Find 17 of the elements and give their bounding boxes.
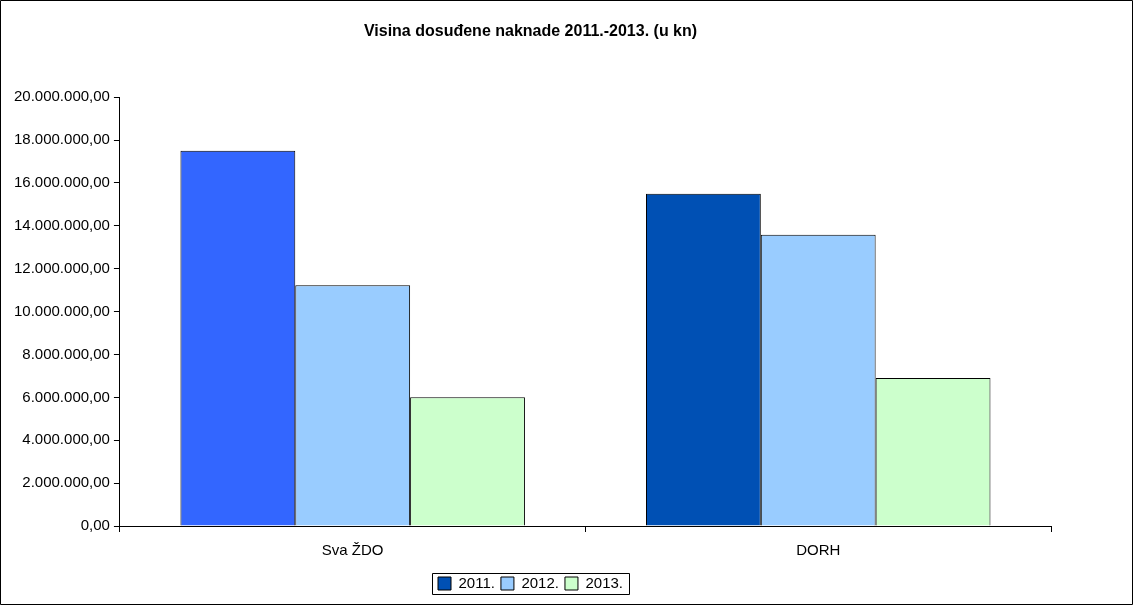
y-tick-label: 8.000.000,00 — [22, 344, 110, 362]
legend-label: 2011. — [458, 573, 495, 591]
y-tick-label: 4.000.000,00 — [22, 430, 110, 448]
legend-label: 2013. — [585, 573, 624, 591]
x-tick-label: Sva ŽDO — [321, 541, 384, 559]
y-tick-label: 0,00 — [80, 516, 110, 534]
chart-title: Visina dosuđene naknade 2011.-2013. (u kn) — [363, 22, 698, 40]
y-tick-label: 20.000.000,00 — [13, 87, 110, 105]
y-tick-label: 6.000.000,00 — [22, 387, 110, 405]
x-tick-label: DORH — [796, 541, 841, 559]
y-tick-label: 16.000.000,00 — [13, 173, 110, 191]
y-tick-label: 18.000.000,00 — [13, 130, 110, 148]
y-tick-label: 2.000.000,00 — [22, 473, 110, 491]
y-tick-label: 14.000.000,00 — [13, 215, 110, 233]
y-tick-label: 12.000.000,00 — [13, 258, 110, 276]
y-tick-label: 10.000.000,00 — [13, 301, 110, 319]
legend-label: 2012. — [521, 573, 559, 591]
